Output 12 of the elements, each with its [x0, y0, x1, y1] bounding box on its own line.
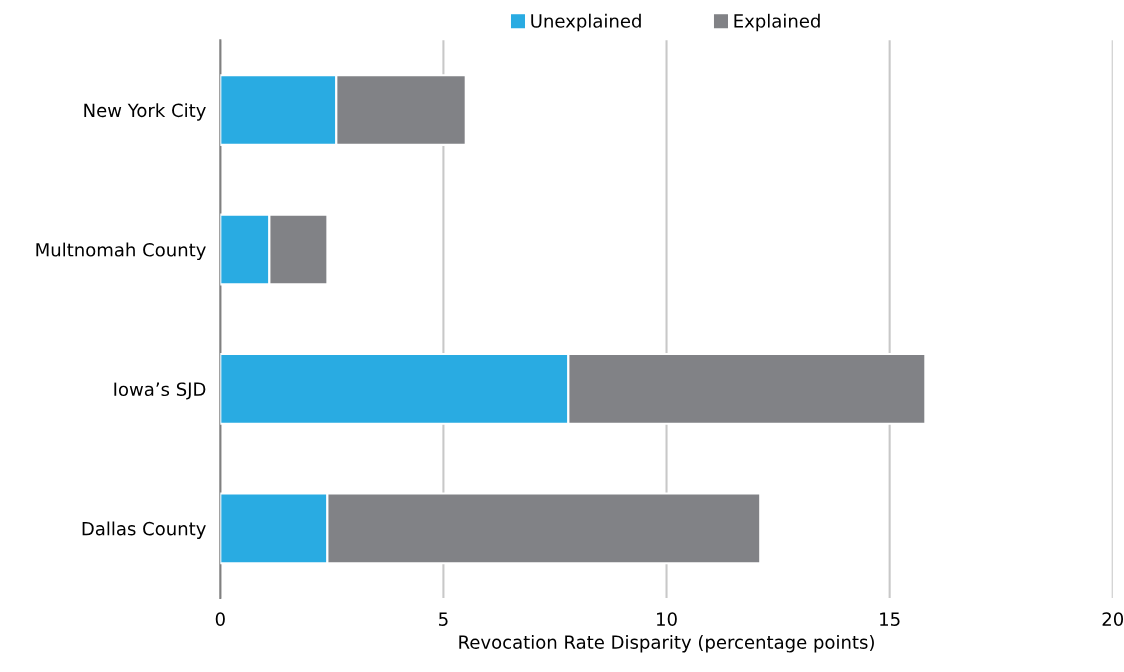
x-tick-label: 5	[439, 612, 448, 626]
y-tick-label: New York City	[84, 103, 206, 121]
y-tick-label: Dallas County	[82, 521, 206, 539]
y-tick-label: Iowa’s SJD	[114, 382, 206, 400]
x-tick-label: 10	[657, 612, 677, 626]
legend-label: Explained	[734, 13, 820, 32]
legend-label: Unexplained	[531, 13, 641, 32]
x-axis-title: Revocation Rate Disparity (percentage points)	[459, 635, 874, 653]
x-tick-label: 15	[880, 612, 900, 626]
x-tick-label: 0	[215, 612, 225, 626]
x-tick-label: 20	[1102, 612, 1124, 626]
y-tick-label: Multnomah County	[36, 242, 206, 261]
